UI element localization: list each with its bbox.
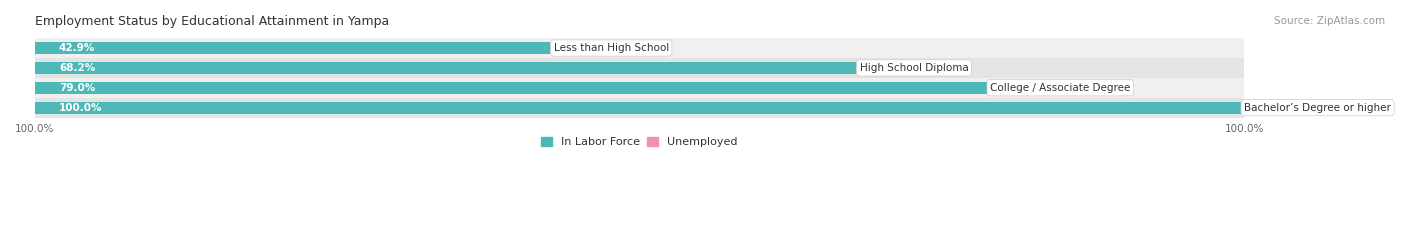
Text: 6.1%: 6.1%	[1076, 83, 1102, 93]
Bar	[35, 38, 1244, 58]
Text: High School Diploma: High School Diploma	[859, 63, 969, 73]
Bar	[35, 62, 859, 74]
Legend: In Labor Force, Unemployed: In Labor Force, Unemployed	[537, 132, 742, 151]
Text: Bachelor’s Degree or higher: Bachelor’s Degree or higher	[1244, 103, 1391, 113]
Text: 0.0%: 0.0%	[565, 43, 592, 53]
Text: 0.0%: 0.0%	[872, 63, 898, 73]
Bar	[35, 98, 1244, 117]
Text: 0.0%: 0.0%	[1256, 103, 1282, 113]
Text: Source: ZipAtlas.com: Source: ZipAtlas.com	[1274, 16, 1385, 26]
Text: College / Associate Degree: College / Associate Degree	[990, 83, 1130, 93]
Bar	[35, 102, 1244, 113]
Text: 100.0%: 100.0%	[59, 103, 103, 113]
Text: Less than High School: Less than High School	[554, 43, 669, 53]
Text: 42.9%: 42.9%	[59, 43, 96, 53]
Bar	[35, 78, 1244, 98]
Text: 79.0%: 79.0%	[59, 83, 96, 93]
Bar	[35, 58, 1244, 78]
Bar	[35, 42, 554, 54]
Text: 68.2%: 68.2%	[59, 63, 96, 73]
Bar	[990, 82, 1064, 94]
Text: Employment Status by Educational Attainment in Yampa: Employment Status by Educational Attainm…	[35, 15, 389, 28]
Bar	[35, 82, 990, 94]
